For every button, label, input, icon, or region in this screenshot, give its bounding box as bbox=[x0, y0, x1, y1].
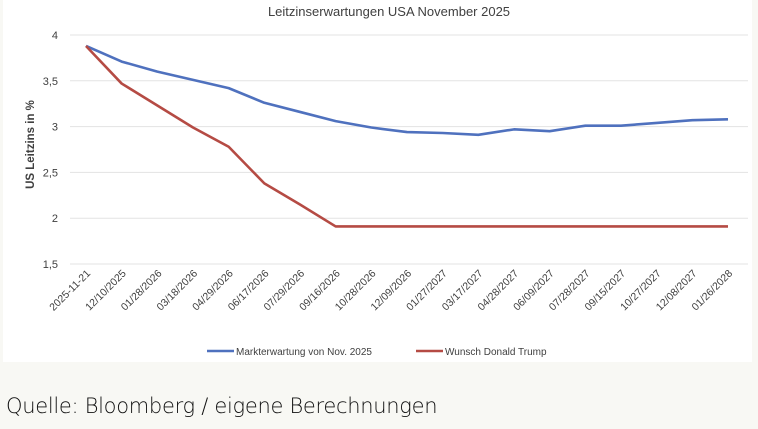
y-tick-label: 4 bbox=[52, 30, 58, 42]
series-line-trump bbox=[85, 45, 728, 228]
chart-container: Leitzinserwartungen USA November 2025 4 3,… bbox=[3, 0, 752, 362]
y-tick-label: 2,5 bbox=[43, 167, 58, 179]
chart-title: Leitzinserwartungen USA November 2025 bbox=[268, 4, 510, 19]
y-tick-label: 3 bbox=[52, 122, 58, 134]
y-axis-label: US Leitzins in % bbox=[25, 100, 37, 189]
y-tick-label: 2 bbox=[52, 213, 58, 225]
y-tick-label: 1,5 bbox=[43, 259, 58, 271]
source-caption: Quelle: Bloomberg / eigene Berechnungen bbox=[6, 394, 438, 418]
line-chart: Leitzinserwartungen USA November 2025 4 3,… bbox=[25, 4, 748, 358]
legend-label: Markterwartung von Nov. 2025 bbox=[236, 347, 372, 358]
legend-label: Wunsch Donald Trump bbox=[445, 347, 547, 358]
y-tick-label: 3,5 bbox=[43, 76, 58, 88]
